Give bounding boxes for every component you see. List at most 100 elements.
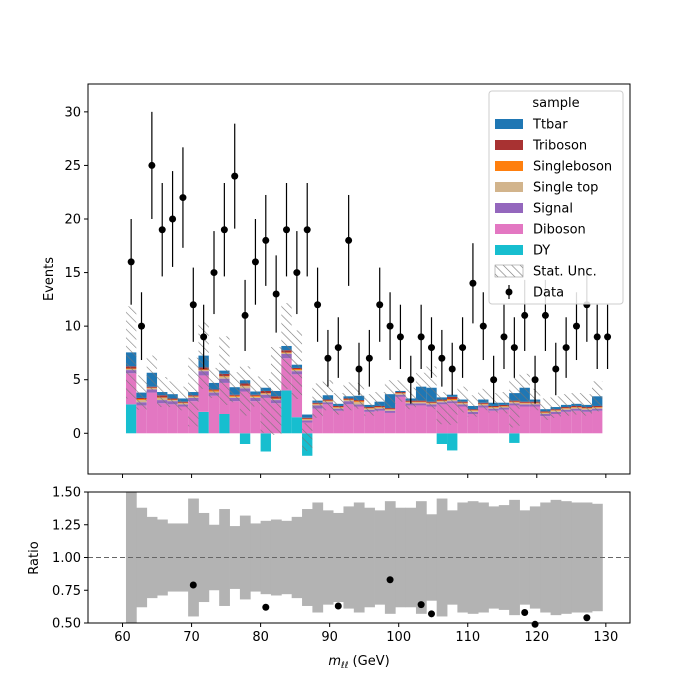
stat-unc-band — [571, 393, 582, 415]
legend-label: Data — [533, 286, 564, 301]
data-point — [324, 354, 332, 362]
stat-unc-band — [219, 336, 230, 405]
ratio-point — [386, 576, 394, 584]
data-point — [169, 215, 177, 223]
bar-dy — [260, 433, 271, 452]
bar-ttbar — [302, 414, 313, 418]
y-tick-label: 0 — [73, 427, 81, 442]
data-point — [448, 365, 456, 373]
legend-label: Single top — [533, 181, 598, 196]
ratio-band-bin — [136, 507, 148, 608]
bar-diboson — [157, 403, 168, 434]
bar-diboson — [198, 375, 209, 412]
data-point — [272, 290, 280, 298]
bar-diboson — [571, 410, 582, 434]
stat-unc-band — [592, 381, 603, 412]
legend-label: DY — [533, 244, 550, 259]
stat-unc-band — [208, 367, 220, 398]
ratio-point — [334, 602, 342, 610]
bar-diboson — [136, 405, 147, 434]
bar-dy — [198, 411, 209, 434]
stat-unc-band — [395, 380, 406, 402]
x-tick-label: 80 — [252, 630, 269, 645]
data-point — [438, 354, 446, 362]
bar-diboson — [560, 411, 572, 434]
legend-swatch-singleboson — [495, 161, 523, 171]
ratio-x-axis-ticks: 60 70 80 90 100 110 120 130 — [114, 623, 618, 645]
y-tick-label: 15 — [64, 266, 81, 281]
stat-unc-band — [146, 355, 158, 390]
bar-diboson — [457, 406, 468, 434]
main-y-axis-ticks: 0 5 10 15 20 25 30 — [64, 105, 88, 442]
bar-diboson — [415, 405, 427, 434]
bar-single-top — [384, 409, 396, 411]
bar-dy — [291, 417, 303, 434]
stat-unc-band — [188, 357, 199, 427]
ratio-y-axis-label: Ratio — [27, 541, 42, 574]
data-point — [241, 311, 249, 319]
legend-swatch-single-top — [495, 182, 523, 192]
ratio-data-points — [189, 576, 591, 628]
data-point — [427, 344, 435, 352]
bar-dy — [281, 390, 292, 434]
bar-single-top — [519, 403, 530, 405]
data-point — [521, 311, 529, 319]
legend-label: Ttbar — [532, 118, 568, 133]
ratio-band-bin — [415, 501, 427, 614]
bar-diboson — [322, 404, 334, 434]
stat-unc-band — [581, 394, 593, 416]
data-point — [417, 333, 425, 341]
data-point — [490, 376, 498, 384]
data-point — [407, 376, 415, 384]
data-point — [179, 194, 187, 202]
bar-diboson — [343, 404, 354, 434]
bar-dy — [436, 433, 448, 444]
bar-dy — [447, 433, 458, 451]
bar-signal — [519, 404, 530, 407]
x-tick-label: 90 — [321, 630, 338, 645]
bar-signal — [302, 420, 313, 423]
data-point — [345, 236, 353, 244]
data-point — [210, 269, 218, 277]
data-point — [148, 161, 156, 169]
bar-diboson — [333, 410, 344, 434]
bar-diboson — [478, 407, 489, 434]
bar-signal — [146, 389, 158, 393]
legend-label: Diboson — [533, 223, 586, 238]
legend-label: Triboson — [532, 139, 587, 154]
stat-unc-band — [333, 393, 344, 415]
bar-diboson — [540, 416, 551, 434]
legend-swatch-triboson — [495, 140, 523, 150]
ratio-point — [427, 610, 435, 618]
bar-signal — [384, 410, 396, 413]
stat-unc-band — [125, 306, 137, 399]
ratio-y-axis-ticks: 0.50 0.75 1.00 1.25 1.50 — [52, 486, 88, 632]
stat-unc-band — [270, 347, 282, 435]
bar-diboson — [405, 405, 416, 434]
stat-unc-band — [374, 392, 385, 412]
data-point — [510, 344, 518, 352]
bar-triboson — [519, 401, 530, 403]
ratio-y-tick-label: 1.50 — [52, 486, 81, 501]
main-y-axis-label: Events — [42, 257, 57, 301]
stat-unc-band — [436, 392, 448, 425]
bar-diboson — [364, 411, 375, 434]
stat-unc-band — [519, 373, 530, 402]
bar-diboson — [592, 410, 603, 434]
bar-diboson — [208, 395, 220, 434]
data-point — [531, 376, 539, 384]
data-point — [376, 301, 384, 309]
stat-unc-band — [229, 372, 240, 403]
data-point — [189, 301, 197, 309]
data-point — [251, 258, 259, 266]
stat-unc-band — [478, 388, 489, 411]
data-point — [127, 258, 135, 266]
bar-ttbar — [447, 394, 458, 397]
x-tick-label: 70 — [183, 630, 200, 645]
legend-swatch-diboson — [495, 224, 523, 234]
y-tick-label: 30 — [64, 105, 81, 120]
data-point — [562, 344, 570, 352]
ratio-band-bin — [457, 502, 469, 613]
